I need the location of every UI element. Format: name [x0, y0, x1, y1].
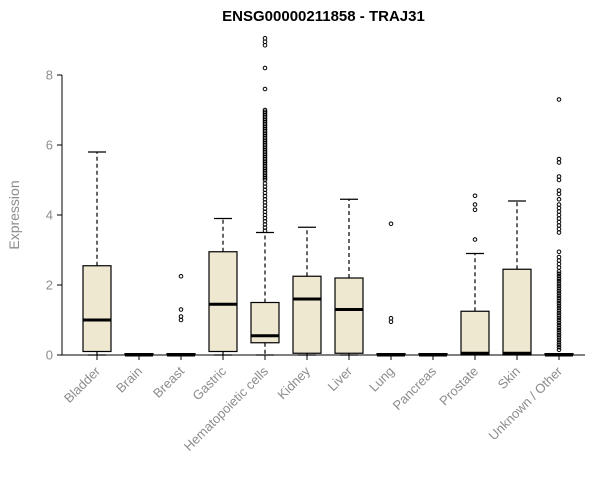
outlier-point: [556, 315, 562, 321]
box: [208, 251, 238, 353]
outlier-point: [472, 202, 478, 207]
x-tick-label: Prostate: [436, 364, 481, 409]
x-tick-label: Unknown / Other: [486, 363, 566, 443]
outlier-point: [556, 342, 562, 348]
outlier-point: [178, 273, 184, 279]
y-tick-label: 8: [46, 68, 53, 83]
box: [502, 268, 532, 356]
outlier-point: [262, 107, 268, 113]
outlier-point: [556, 313, 562, 318]
outlier-point: [556, 283, 562, 289]
outlier-point: [556, 293, 562, 299]
outlier-point: [556, 318, 562, 323]
outlier-point: [472, 237, 478, 242]
x-tick-label: Pancreas: [390, 363, 440, 413]
outlier-point: [556, 298, 562, 304]
outlier-point: [556, 291, 562, 296]
x-tick-label: Bladder: [61, 363, 104, 406]
outlier-point: [178, 314, 184, 319]
outlier-point: [556, 303, 562, 308]
outlier-point: [556, 278, 562, 284]
x-tick-label: Liver: [325, 363, 356, 394]
outlier-point: [556, 254, 562, 260]
chart-title: ENSG00000211858 - TRAJ31: [222, 8, 425, 25]
outlier-point: [556, 156, 562, 162]
x-tick-label: Gastric: [189, 363, 229, 403]
outlier-point: [556, 322, 562, 328]
outlier-point: [262, 35, 268, 41]
outlier-point: [556, 188, 562, 193]
outlier-point: [556, 97, 562, 102]
outlier-point: [556, 345, 562, 350]
outlier-point: [556, 330, 562, 335]
outlier-point: [388, 315, 394, 321]
outlier-point: [262, 86, 268, 92]
outlier-point: [556, 296, 562, 301]
box: [334, 277, 364, 354]
box: [82, 265, 112, 353]
outlier-point: [556, 276, 562, 282]
outlier-point: [388, 221, 394, 227]
outlier-point: [556, 174, 562, 179]
outlier-point: [262, 109, 268, 115]
x-tick-label: Breast: [150, 363, 187, 400]
y-tick-label: 4: [46, 208, 53, 223]
y-tick-label: 2: [46, 278, 53, 293]
y-tick-label: 6: [46, 138, 53, 153]
outlier-point: [472, 207, 478, 213]
outlier-point: [556, 273, 562, 279]
outlier-point: [556, 281, 562, 286]
x-tick-label: Kidney: [274, 363, 313, 402]
outlier-point: [178, 307, 184, 312]
outlier-point: [556, 305, 562, 311]
outlier-point: [556, 308, 562, 313]
outlier-point: [556, 196, 562, 202]
outlier-point: [556, 320, 562, 326]
outlier-point: [556, 288, 562, 294]
outlier-point: [556, 347, 562, 353]
outlier-point: [556, 249, 562, 255]
y-tick-label: 0: [46, 348, 53, 363]
outlier-point: [556, 325, 562, 331]
outlier-point: [556, 269, 562, 274]
x-tick-label: Lung: [366, 364, 397, 395]
outlier-point: [262, 65, 268, 71]
outlier-point: [556, 335, 562, 340]
outlier-point: [556, 332, 562, 338]
outlier-point: [556, 300, 562, 306]
box: [292, 275, 322, 354]
outlier-point: [556, 327, 562, 333]
outlier-point: [556, 310, 562, 316]
outlier-point: [556, 337, 562, 343]
x-tick-label: Skin: [495, 364, 523, 392]
y-axis-label: Expression: [6, 180, 22, 250]
outlier-point: [556, 340, 562, 345]
outlier-point: [556, 202, 562, 207]
outlier-point: [556, 286, 562, 291]
box: [460, 310, 490, 356]
x-tick-label: Brain: [113, 364, 145, 396]
outlier-point: [472, 193, 478, 199]
outlier-point: [556, 271, 562, 277]
